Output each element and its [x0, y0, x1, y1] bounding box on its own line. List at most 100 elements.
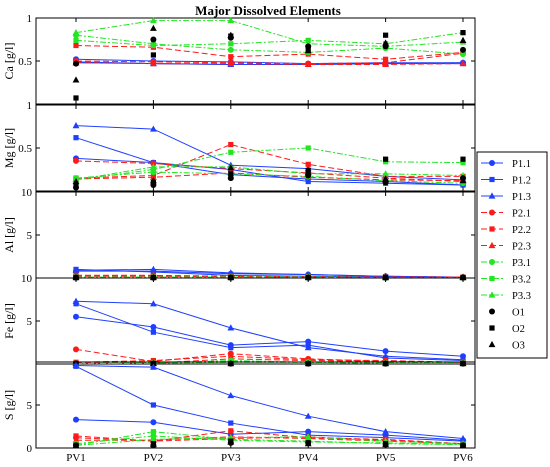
data-point-P1.1 — [73, 313, 79, 320]
data-point-P3.2 — [150, 42, 156, 49]
series-line-P2.2 — [75, 355, 464, 363]
series-line-P3.3 — [75, 166, 464, 181]
legend-marker-P1.3 — [488, 192, 496, 199]
series-line-P3.1 — [75, 171, 464, 184]
data-point-P2.3 — [304, 60, 312, 68]
y-tick-label: 1 — [27, 13, 33, 25]
data-point-P2.2 — [73, 42, 79, 49]
panel-frame-2 — [35, 191, 476, 279]
data-point-O3 — [304, 273, 312, 281]
data-point-O3 — [382, 39, 389, 46]
data-point-P2.3 — [227, 59, 235, 67]
legend-label-P3.1: P3.1 — [512, 258, 531, 269]
data-point-P3.3 — [150, 163, 157, 170]
data-point-P2.3 — [382, 60, 389, 68]
series-line-P1.2 — [75, 365, 464, 442]
series-line-P2.1 — [75, 160, 464, 183]
data-point-P1.3 — [227, 324, 235, 331]
series-line-P1.3 — [75, 125, 464, 181]
data-point-P1.3 — [72, 266, 80, 273]
panel-frame-3 — [35, 277, 476, 365]
data-point-P3.2 — [228, 149, 234, 155]
data-point-P3.2 — [150, 429, 156, 435]
legend-marker-P1.1 — [489, 160, 495, 166]
legend-label-P2.1: P2.1 — [512, 209, 531, 220]
y-axis-label: Fe [g/l] — [2, 303, 16, 339]
y-tick-label: 0 — [27, 443, 33, 455]
y-tick-label: 5 — [27, 316, 33, 328]
legend-marker-O1 — [489, 308, 495, 315]
data-point-O3 — [72, 273, 80, 281]
legend-marker-P3.3 — [488, 291, 496, 298]
legend-label-P1.3: P1.3 — [512, 192, 531, 203]
data-point-O3 — [72, 177, 80, 185]
data-point-P1.1 — [150, 419, 157, 426]
panel-frame-1 — [35, 104, 476, 192]
legend-label-P3.3: P3.3 — [512, 291, 531, 302]
series-line-P2.2 — [75, 144, 463, 179]
legend-label-O2: O2 — [512, 324, 525, 335]
legend-marker-P2.1 — [489, 209, 495, 216]
data-point-O3 — [304, 47, 312, 54]
series-line-P3.3 — [75, 20, 464, 47]
data-point-P2.2 — [383, 56, 389, 62]
data-point-P1.2 — [150, 402, 156, 408]
data-point-P1.2 — [150, 329, 156, 335]
y-axis-label: Mg [g/l] — [2, 128, 16, 168]
data-point-O3 — [382, 273, 389, 281]
data-point-P1.3 — [150, 300, 157, 307]
y-tick-label: 0.5 — [18, 143, 32, 155]
legend-marker-P3.1 — [489, 259, 495, 265]
data-point-O1 — [150, 36, 157, 43]
data-point-P2.2 — [228, 54, 234, 60]
legend-marker-O3 — [488, 340, 496, 348]
data-point-P1.3 — [227, 391, 235, 399]
data-point-P2.3 — [150, 173, 157, 180]
data-point-O1 — [227, 175, 234, 182]
series-line-P2.2 — [75, 45, 464, 60]
legend-box — [476, 151, 548, 359]
data-point-P2.3 — [150, 59, 157, 67]
legend-marker-P2.3 — [488, 241, 496, 249]
data-point-O3 — [382, 175, 389, 182]
legend-label-P3.2: P3.2 — [512, 275, 531, 286]
data-point-P3.1 — [460, 51, 466, 58]
series-line-P2.1 — [75, 52, 464, 65]
data-point-O2 — [460, 30, 466, 36]
data-point-O3 — [150, 177, 157, 184]
data-point-P1.3 — [72, 297, 80, 304]
series-line-P3.1 — [75, 435, 464, 446]
y-tick-label: 0.5 — [18, 56, 32, 68]
data-point-O1 — [460, 46, 466, 53]
data-point-P3.2 — [305, 145, 311, 151]
data-point-P2.1 — [73, 157, 79, 164]
data-point-P1.2 — [228, 420, 234, 426]
data-point-P1.3 — [72, 361, 80, 369]
data-point-O3 — [304, 440, 312, 447]
data-point-P1.1 — [150, 324, 157, 331]
data-point-O3 — [227, 273, 235, 281]
series-line-P1.3 — [75, 300, 464, 361]
data-point-O2 — [73, 95, 79, 101]
data-point-O3 — [459, 441, 467, 449]
data-point-O2 — [73, 183, 79, 189]
data-point-O3 — [227, 31, 235, 38]
data-point-O2 — [383, 32, 389, 38]
data-point-P1.3 — [304, 412, 312, 419]
data-point-P2.2 — [228, 428, 234, 434]
series-line-P1.1 — [75, 157, 464, 186]
data-point-O2 — [228, 171, 234, 177]
data-point-P2.2 — [73, 433, 79, 439]
x-tick-label: PV5 — [376, 452, 396, 464]
data-point-P2.3 — [459, 59, 467, 67]
series-line-P1.1 — [75, 419, 464, 441]
y-axis-label: Ca [g/l] — [2, 43, 16, 80]
x-tick-label: PV6 — [453, 452, 473, 464]
y-axis-label: S [g/l] — [2, 390, 16, 420]
legend-marker-O2 — [489, 325, 495, 331]
data-point-O3 — [227, 164, 235, 171]
data-point-O2 — [383, 156, 389, 162]
data-point-O3 — [382, 440, 389, 448]
data-point-O2 — [460, 156, 466, 162]
data-point-P3.3 — [150, 435, 157, 442]
